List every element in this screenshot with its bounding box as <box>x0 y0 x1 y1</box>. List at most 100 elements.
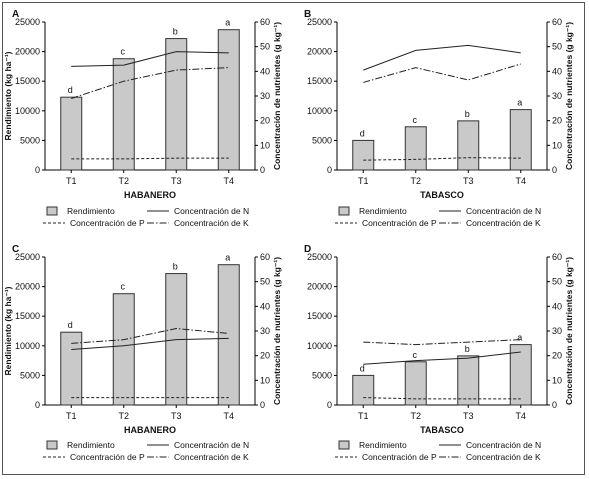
legend-label-k: Concentración de K <box>174 218 249 228</box>
y-tick-label: 20000 <box>15 282 40 292</box>
bar <box>457 120 480 171</box>
legend-label-n: Concentración de N <box>174 440 249 450</box>
bar <box>217 29 240 171</box>
bar <box>217 264 240 406</box>
panel-letter: C <box>12 244 19 255</box>
y2-tick-label: 40 <box>260 66 270 76</box>
significance-letter: d <box>360 128 365 138</box>
y2-tick-label: 0 <box>552 400 557 410</box>
bar <box>352 374 375 406</box>
y2-tick-label: 60 <box>552 17 562 27</box>
x-tick-label: T3 <box>171 176 182 186</box>
legend-swatch-rendimiento <box>46 440 58 450</box>
legend-label-n: Concentración de N <box>174 206 249 216</box>
series-line-n <box>363 351 521 365</box>
bar <box>112 293 135 406</box>
x-tick-label: T1 <box>66 176 77 186</box>
significance-letter: b <box>465 109 470 119</box>
y-tick-label: 0 <box>35 165 40 175</box>
significance-letter: d <box>68 85 73 95</box>
y2-tick-label: 30 <box>260 91 270 101</box>
x-tick-label: T3 <box>171 411 182 421</box>
series-line-p <box>363 397 521 400</box>
y2-tick-label: 20 <box>260 116 270 126</box>
legend-label-rendimiento: Rendimiento <box>359 440 407 450</box>
panel-letter: B <box>304 9 311 20</box>
y2-tick-label: 30 <box>552 326 562 336</box>
y2-axis-title: Concentración de nutrientes (g kg⁻¹) <box>564 22 574 170</box>
y-tick-label: 10000 <box>15 106 40 116</box>
legend-swatch-rendimiento <box>338 206 350 216</box>
significance-letter: a <box>517 98 522 108</box>
y2-tick-label: 40 <box>260 301 270 311</box>
significance-letter: a <box>225 253 230 263</box>
y2-tick-label: 60 <box>552 252 562 262</box>
legend-label-rendimiento: Rendimiento <box>67 440 115 450</box>
series-line-k <box>363 339 521 346</box>
series-line-n <box>363 44 521 71</box>
significance-letter: d <box>68 320 73 330</box>
significance-letter: a <box>517 333 522 343</box>
legend-label-p: Concentración de P <box>70 452 145 462</box>
series-line-p <box>363 157 521 161</box>
significance-letter: c <box>121 47 126 57</box>
y2-tick-label: 60 <box>260 17 270 27</box>
figure-frame <box>2 2 585 475</box>
chart-panel-b: 0 5000 10000 15000 20000 25000 0 10 20 30 40 50 60 d c… <box>304 9 574 228</box>
x-tick-label: T4 <box>223 176 234 186</box>
y2-tick-label: 40 <box>552 66 562 76</box>
x-tick-label: T3 <box>463 411 474 421</box>
series-line-k <box>71 67 229 99</box>
y2-tick-label: 10 <box>552 140 562 150</box>
x-tick-label: T1 <box>358 411 369 421</box>
y2-tick-label: 50 <box>260 277 270 287</box>
y-tick-label: 15000 <box>15 76 40 86</box>
y-tick-label: 25000 <box>307 17 332 27</box>
y2-tick-label: 50 <box>260 42 270 52</box>
y-tick-label: 10000 <box>307 106 332 116</box>
x-tick-label: T1 <box>66 411 77 421</box>
x-tick-label: T4 <box>515 176 526 186</box>
x-axis-title: TABASCO <box>420 190 464 200</box>
panel-letter: D <box>304 244 311 255</box>
significance-letter: b <box>173 27 178 37</box>
y2-tick-label: 60 <box>260 252 270 262</box>
legend: Rendimiento Concentración de N Concentraci… <box>43 206 249 228</box>
x-tick-label: T2 <box>410 411 421 421</box>
y-tick-label: 25000 <box>15 17 40 27</box>
significance-letter: d <box>360 363 365 373</box>
legend-label-k: Concentración de K <box>174 452 249 462</box>
legend-label-rendimiento: Rendimiento <box>67 206 115 216</box>
x-tick-label: T1 <box>358 176 369 186</box>
y-tick-label: 0 <box>327 165 332 175</box>
y2-tick-label: 50 <box>552 42 562 52</box>
legend-label-n: Concentración de N <box>466 206 541 216</box>
y2-tick-label: 0 <box>260 165 265 175</box>
y2-tick-label: 10 <box>552 375 562 385</box>
x-axis-title: TABASCO <box>420 425 464 435</box>
y-axis-title: Rendimiento (kg ha⁻¹) <box>3 51 13 140</box>
y2-tick-label: 40 <box>552 301 562 311</box>
legend-label-rendimiento: Rendimiento <box>359 206 407 216</box>
significance-letter: a <box>225 18 230 28</box>
legend-label-k: Concentración de K <box>466 218 541 228</box>
y-tick-label: 5000 <box>312 135 332 145</box>
x-axis-title: HABANERO <box>124 190 176 200</box>
significance-letter: b <box>173 262 178 272</box>
y2-tick-label: 20 <box>552 351 562 361</box>
y2-axis-title: Concentración de nutrientes (g kg⁻¹) <box>272 22 282 170</box>
significance-letter: c <box>413 350 418 360</box>
x-tick-label: T3 <box>463 176 474 186</box>
y2-axis-title: Concentración de nutrientes (g kg⁻¹) <box>564 257 574 405</box>
legend-label-k: Concentración de K <box>466 452 541 462</box>
y-tick-label: 10000 <box>307 341 332 351</box>
bar <box>509 344 532 406</box>
chart-panel-a: 0 5000 10000 15000 20000 25000 0 10 20 30 40 50 60 d c… <box>3 9 282 228</box>
y-tick-label: 10000 <box>15 341 40 351</box>
y2-tick-label: 0 <box>260 400 265 410</box>
y-tick-label: 15000 <box>307 76 332 86</box>
y-tick-label: 5000 <box>20 135 40 145</box>
x-tick-label: T2 <box>410 176 421 186</box>
series-line-k <box>363 63 521 83</box>
y2-axis-title: Concentración de nutrientes (g kg⁻¹) <box>272 257 282 405</box>
